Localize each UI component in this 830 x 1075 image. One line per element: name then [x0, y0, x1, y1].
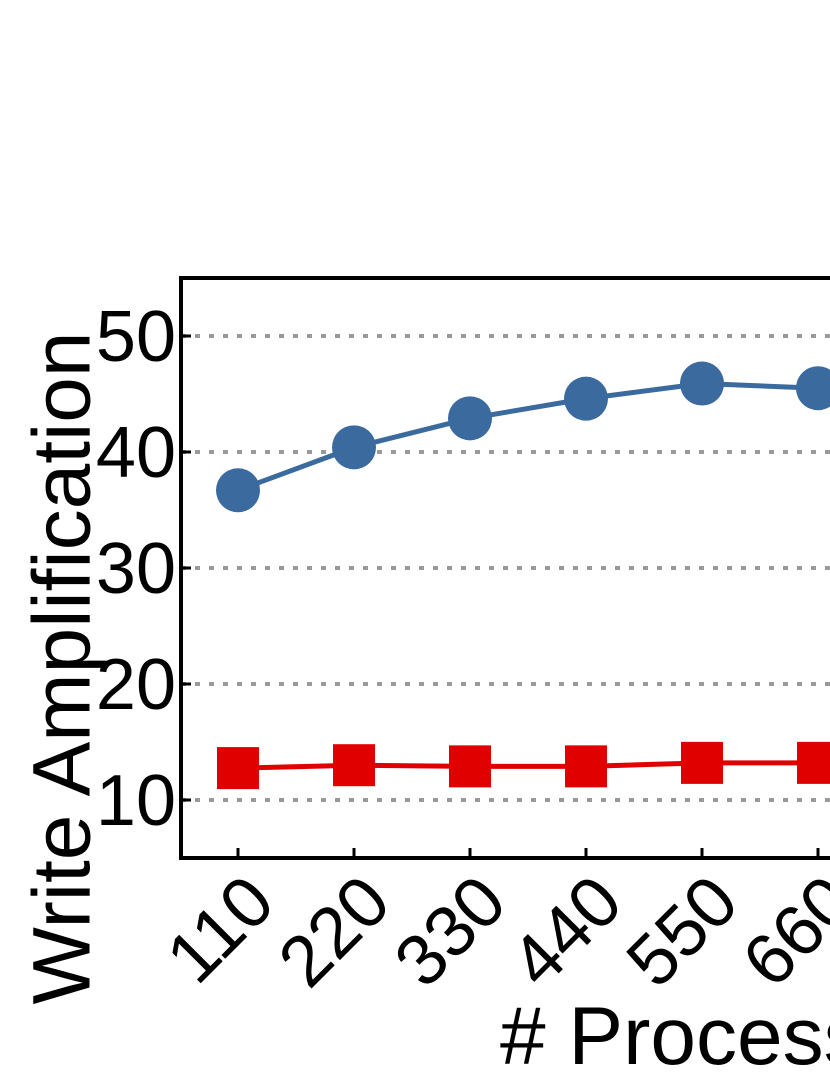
marker [565, 745, 607, 788]
y-tick-label: 40 [96, 413, 176, 493]
marker [217, 747, 259, 790]
x-axis-label: # Processes [500, 991, 830, 1075]
y-axis-label: Write Amplification [17, 332, 108, 1005]
marker [216, 468, 260, 513]
marker [449, 745, 491, 788]
x-tick-label: 660 [728, 861, 830, 1003]
axis-frame [179, 276, 830, 860]
marker [680, 361, 724, 406]
y-tick-label: 50 [96, 297, 176, 377]
marker [448, 396, 492, 441]
x-tick-label: 550 [612, 861, 754, 1003]
marker [564, 376, 608, 421]
marker [333, 744, 375, 787]
marker [332, 425, 376, 470]
marker [796, 366, 830, 411]
y-tick-label: 10 [96, 761, 176, 841]
x-tick-label: 220 [264, 861, 406, 1003]
x-tick-label: 110 [152, 861, 290, 999]
x-tick-label: 330 [380, 861, 522, 1003]
series-line [237, 381, 819, 493]
y-tick-label: 30 [96, 529, 176, 609]
marker [797, 741, 830, 784]
x-tick-label: 440 [496, 861, 638, 1003]
marker [681, 741, 723, 784]
y-tick-label: 20 [96, 645, 176, 725]
series-line [237, 760, 818, 771]
